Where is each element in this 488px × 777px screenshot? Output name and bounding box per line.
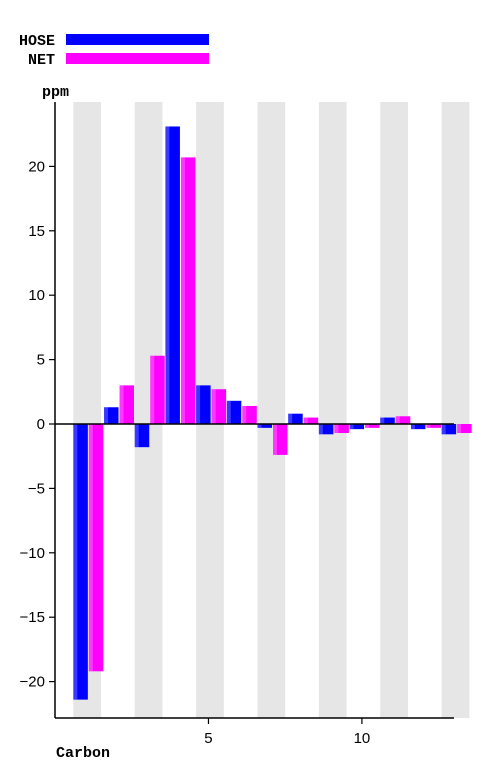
bar-hose-11 [380, 417, 395, 424]
bar-highlight-net-3 [150, 355, 155, 424]
legend-swatch-hose [66, 34, 209, 45]
bar-highlight-hose-12 [410, 424, 415, 430]
bar-highlight-net-6 [242, 405, 247, 424]
shaded-column-13 [441, 102, 470, 718]
bar-net-1 [88, 424, 104, 672]
legend: HOSE NET [19, 33, 209, 69]
tick-labels: −20 −15 −10 −5 0 5 10 15 20 5 10 [20, 158, 371, 747]
y-axis-label: ppm [42, 84, 69, 101]
bar-highlight-net-1 [88, 424, 93, 672]
bar-highlight-hose-11 [380, 417, 385, 424]
bar-highlight-hose-7 [257, 424, 262, 428]
bar-highlight-hose-4 [165, 126, 170, 425]
bar-net-7 [273, 424, 288, 455]
shaded-column-bands [73, 102, 470, 718]
bar-net-9 [334, 424, 349, 434]
bar-highlight-net-10 [365, 424, 370, 428]
bar-highlight-hose-3 [134, 424, 139, 448]
bar-hose-6 [226, 400, 242, 424]
bar-hose-9 [318, 424, 334, 435]
y-tick-label-15: 15 [28, 223, 45, 240]
bar-hose-13 [441, 424, 457, 435]
shaded-column-11 [380, 102, 408, 718]
legend-label-hose: HOSE [19, 33, 55, 50]
bar-net-13 [457, 424, 472, 434]
shaded-column-9 [318, 102, 347, 718]
bar-highlight-hose-5 [196, 385, 201, 424]
bar-net-11 [395, 416, 411, 424]
bar-net-8 [303, 417, 319, 424]
legend-swatch-net [66, 53, 209, 64]
bar-net-12 [426, 424, 441, 428]
bar-highlight-hose-10 [349, 424, 354, 430]
bar-highlight-net-4 [180, 157, 185, 424]
bar-highlight-hose-8 [288, 413, 293, 424]
bar-net-3 [150, 355, 165, 424]
y-tick-label--15: −15 [20, 609, 45, 626]
bar-highlight-net-7 [273, 424, 277, 455]
bar-highlight-hose-2 [104, 407, 109, 424]
bar-highlight-net-12 [426, 424, 431, 428]
bar-hose-4 [165, 126, 180, 425]
bar-highlight-net-11 [395, 416, 400, 424]
bar-net-5 [211, 389, 227, 424]
bar-highlight-net-13 [457, 424, 462, 434]
bar-hose-2 [104, 407, 119, 424]
bar-net-2 [119, 385, 135, 424]
bar-marks [73, 126, 472, 700]
x-axis-label: Carbon [56, 745, 110, 762]
legend-label-net: NET [28, 52, 55, 69]
bar-net-4 [180, 157, 196, 424]
y-tick-label-10: 10 [28, 287, 45, 304]
bar-highlight-net-5 [211, 389, 216, 424]
bar-hose-5 [196, 385, 211, 424]
bar-hose-10 [349, 424, 365, 430]
bar-hose-8 [288, 413, 303, 424]
y-tick-label-20: 20 [28, 158, 45, 175]
y-tick-label-0: 0 [37, 416, 45, 433]
x-tick-label-5: 5 [204, 730, 212, 747]
bar-highlight-hose-13 [441, 424, 446, 435]
bar-highlight-hose-9 [318, 424, 323, 435]
bar-highlight-net-8 [303, 417, 308, 424]
y-tick-label-5: 5 [37, 352, 45, 369]
bar-hose-7 [257, 424, 272, 428]
bar-highlight-net-9 [334, 424, 339, 434]
bar-highlight-net-2 [119, 385, 124, 424]
bar-net-6 [242, 405, 257, 424]
shaded-column-7 [257, 102, 286, 718]
x-tick-label-10: 10 [354, 730, 371, 747]
bar-highlight-hose-6 [226, 400, 231, 424]
bar-highlight-hose-1 [73, 424, 78, 700]
axes [49, 102, 454, 724]
bar-hose-12 [410, 424, 426, 430]
bar-net-10 [365, 424, 380, 428]
y-tick-label--5: −5 [28, 480, 45, 497]
y-tick-label--20: −20 [20, 674, 45, 691]
bar-hose-1 [73, 424, 88, 700]
y-tick-label--10: −10 [20, 545, 45, 562]
bar-hose-3 [134, 424, 150, 448]
